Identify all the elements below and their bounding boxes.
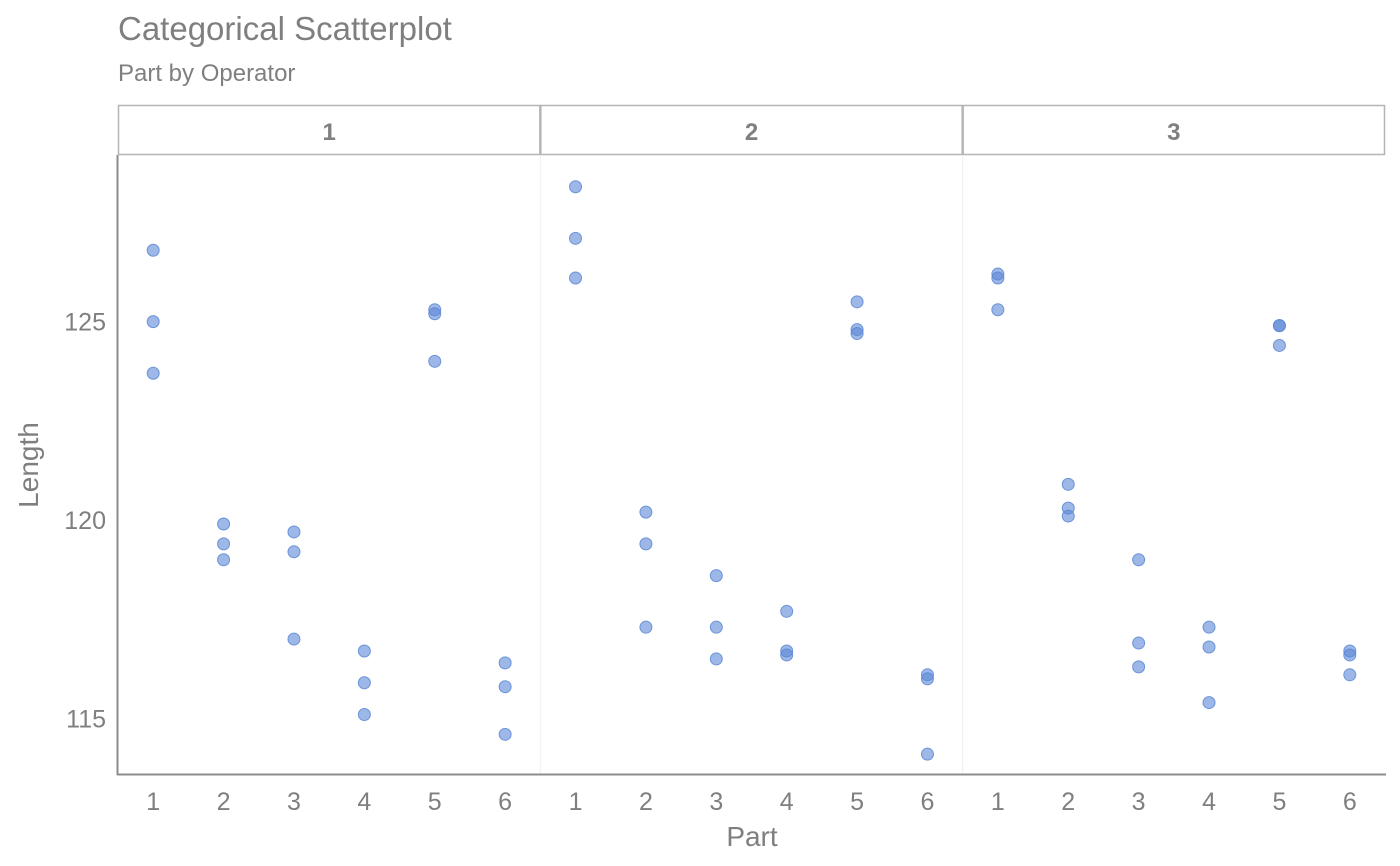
data-point [991,303,1005,317]
data-point [1343,668,1357,682]
data-point [569,271,583,285]
data-point [709,569,723,583]
y-tick-label: 125 [64,309,106,337]
data-point [639,505,653,519]
data-point [217,537,231,551]
data-point [709,620,723,634]
data-point [991,271,1005,285]
x-tick-label: 2 [217,788,231,816]
x-tick-label: 3 [1132,788,1146,816]
y-tick-label: 120 [64,507,106,535]
data-point [569,180,583,194]
x-tick-label: 1 [569,788,583,816]
data-point [1061,509,1075,523]
y-tick-label: 115 [66,705,106,733]
data-point [1272,338,1286,352]
data-point [850,327,864,341]
chart-title: Categorical Scatterplot [118,10,452,47]
x-tick-label: 2 [1061,788,1075,816]
data-point [498,727,512,741]
data-point [1132,660,1146,674]
x-tick-label: 5 [1272,788,1286,816]
data-point [217,553,231,567]
data-point [780,648,794,662]
data-point [146,366,160,380]
data-point [428,354,442,368]
x-tick-label: 2 [639,788,653,816]
x-tick-label: 4 [1202,788,1216,816]
data-point [287,525,301,539]
data-point [498,680,512,694]
facet-strip [962,104,1386,156]
data-point [287,632,301,646]
chart-subtitle: Part by Operator [118,60,296,87]
data-point [1202,696,1216,710]
x-tick-label: 6 [921,788,935,816]
y-axis-label: Length [13,422,44,508]
data-point [1061,477,1075,491]
points-layer [146,180,1357,761]
x-tick-label: 1 [991,788,1005,816]
x-tick-label: 6 [1343,788,1357,816]
data-point [357,644,371,658]
facet-strip-label: 1 [322,119,335,146]
data-point [1202,620,1216,634]
facet-strip-label: 2 [745,119,758,146]
data-point [1272,319,1286,333]
axes-layer [116,155,1386,776]
data-point [287,545,301,559]
data-point [639,620,653,634]
data-point [1202,640,1216,654]
x-tick-label: 5 [428,788,442,816]
data-point [850,295,864,309]
facet-strip [117,104,541,156]
panels-layer: 1 2 3 [117,104,1386,774]
data-point [146,243,160,257]
facet-strip [540,104,963,156]
data-point [920,747,934,761]
data-point [569,231,583,245]
x-tick-label: 5 [850,788,864,816]
data-point [357,707,371,721]
data-point [1132,553,1146,567]
x-tick-label: 4 [357,788,371,816]
facet-strip-label: 3 [1167,119,1180,146]
x-tick-label: 1 [146,788,160,816]
x-tick-label: 4 [780,788,794,816]
data-point [1132,636,1146,650]
data-point [498,656,512,670]
data-point [357,676,371,690]
data-point [639,537,653,551]
data-point [920,672,934,686]
data-point [780,604,794,618]
x-axis-label: Part [726,821,778,852]
data-point [217,517,231,531]
data-point [1343,648,1357,662]
data-point [428,307,442,321]
data-point [709,652,723,666]
x-tick-label: 6 [498,788,512,816]
x-tick-label: 3 [287,788,301,816]
data-point [146,315,160,329]
x-tick-label: 3 [709,788,723,816]
ticks-layer: 1 2 3 4 5 6 1 2 3 4 5 6 1 2 3 4 5 6 115 120 125 [64,309,1356,816]
